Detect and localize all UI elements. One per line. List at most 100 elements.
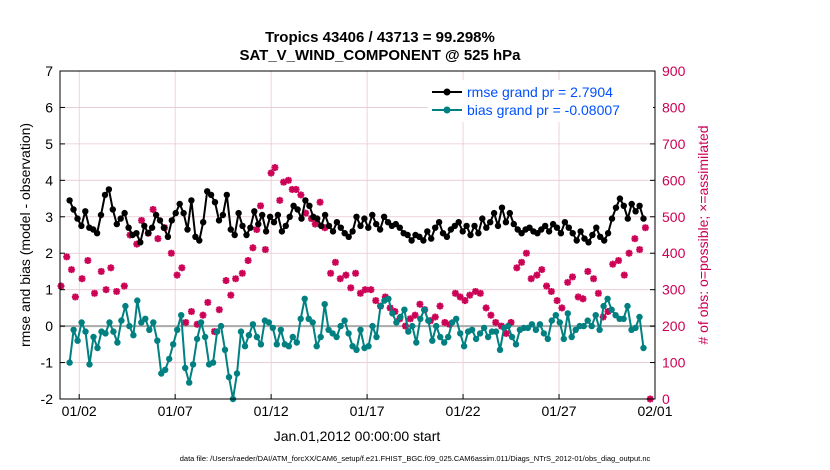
bias-point: [560, 335, 567, 343]
bias-point: [257, 341, 265, 348]
obs-marker-d2: [482, 304, 490, 312]
obs-marker-d2: [113, 288, 120, 295]
obs-count-marker: [297, 191, 305, 199]
rmse-point: [337, 224, 344, 231]
bias-point: [78, 319, 85, 326]
obs-count-marker: [182, 318, 190, 326]
obs-marker-d2: [107, 264, 115, 272]
y-right-tick-label: 400: [662, 245, 686, 261]
bias-point: [94, 344, 101, 352]
bias-point: [66, 359, 73, 366]
rmse-point: [428, 235, 435, 242]
bias-point: [297, 315, 304, 322]
bias-point: [413, 339, 420, 346]
rmse-point: [168, 217, 175, 224]
obs-marker-d2: [173, 271, 181, 279]
y-right-tick-label: 600: [662, 172, 686, 188]
rmse-point: [314, 215, 321, 222]
rmse-point: [101, 191, 109, 199]
bias-point: [417, 315, 424, 322]
bias-point: [564, 310, 571, 317]
obs-count-marker: [244, 257, 252, 265]
obs-marker-d2: [276, 197, 284, 204]
bias-point: [409, 322, 416, 330]
obs-count-marker: [518, 258, 526, 266]
y-right-tick-label: 0: [662, 391, 670, 407]
obs-marker-d2: [461, 297, 469, 304]
obs-marker-d2: [199, 311, 207, 319]
bias-point: [90, 333, 97, 341]
bias-point: [249, 321, 257, 328]
obs-count-marker: [558, 304, 566, 312]
obs-count-marker: [641, 224, 649, 232]
rmse-point: [223, 191, 230, 199]
obs-marker-d2: [91, 290, 98, 297]
obs-count-marker: [538, 266, 546, 274]
obs-marker-d2: [411, 311, 419, 319]
bias-point: [154, 337, 161, 344]
rmse-point: [632, 208, 639, 215]
y-tick-label: 5: [45, 136, 53, 152]
rmse-point: [471, 222, 478, 230]
chart-title: Tropics 43406 / 43713 = 99.298%: [265, 29, 495, 46]
obs-count-marker: [615, 257, 623, 265]
bias-point: [162, 366, 169, 373]
bias-point: [472, 335, 480, 343]
rmse-point: [553, 224, 561, 231]
rmse-point: [420, 237, 427, 244]
bias-point: [174, 326, 181, 333]
rmse-point: [278, 228, 286, 235]
bias-point: [636, 313, 643, 321]
rmse-point: [274, 211, 282, 219]
obs-marker-d2: [302, 209, 309, 217]
bias-point: [393, 319, 400, 326]
rmse-point: [435, 219, 443, 226]
rmse-point: [172, 209, 179, 217]
y-tick-label: -2: [41, 391, 54, 407]
rmse-point: [200, 219, 207, 226]
obs-count-marker: [97, 267, 105, 275]
obs-marker-d2: [120, 282, 128, 290]
rmse-point: [298, 215, 305, 222]
rmse-point: [432, 224, 439, 231]
bias-point: [365, 343, 372, 350]
rmse-point: [74, 215, 81, 222]
bias-point: [70, 326, 77, 333]
x-tick-label: 01/12: [254, 403, 289, 419]
obs-count-marker: [271, 164, 279, 172]
bias-point: [492, 328, 500, 335]
bias-point: [604, 295, 611, 302]
obs-count-marker: [193, 320, 201, 328]
obs-count-marker: [487, 311, 495, 319]
obs-marker-d2: [558, 304, 566, 312]
obs-count-marker: [91, 289, 99, 297]
rmse-point: [349, 228, 356, 235]
x-tick-label: 01/02: [62, 403, 97, 419]
bias-point: [225, 373, 233, 381]
x-tick-label: 02/01: [637, 403, 672, 419]
obs-count-marker: [78, 275, 86, 283]
rmse-point: [467, 231, 474, 239]
rmse-point: [490, 209, 498, 217]
bias-point: [608, 306, 615, 313]
obs-count-marker: [120, 282, 128, 290]
obs-count-marker: [284, 176, 292, 184]
rmse-point: [380, 213, 388, 220]
rmse-point: [70, 206, 77, 213]
y-right-tick-label: 100: [662, 355, 686, 371]
obs-count-marker: [84, 257, 92, 265]
rmse-point: [259, 211, 266, 219]
rmse-point: [117, 215, 124, 222]
obs-count-marker: [527, 275, 535, 283]
rmse-point: [455, 219, 462, 226]
rmse-point: [612, 204, 620, 211]
bias-point: [166, 355, 173, 363]
obs-count-marker: [261, 246, 269, 254]
rmse-point: [616, 195, 624, 202]
bias-point: [253, 333, 261, 341]
bias-point: [632, 324, 639, 332]
legend-bias-marker: [443, 106, 451, 114]
obs-marker-d2: [336, 275, 344, 283]
bias-point: [592, 312, 599, 319]
bias-point: [397, 313, 404, 321]
